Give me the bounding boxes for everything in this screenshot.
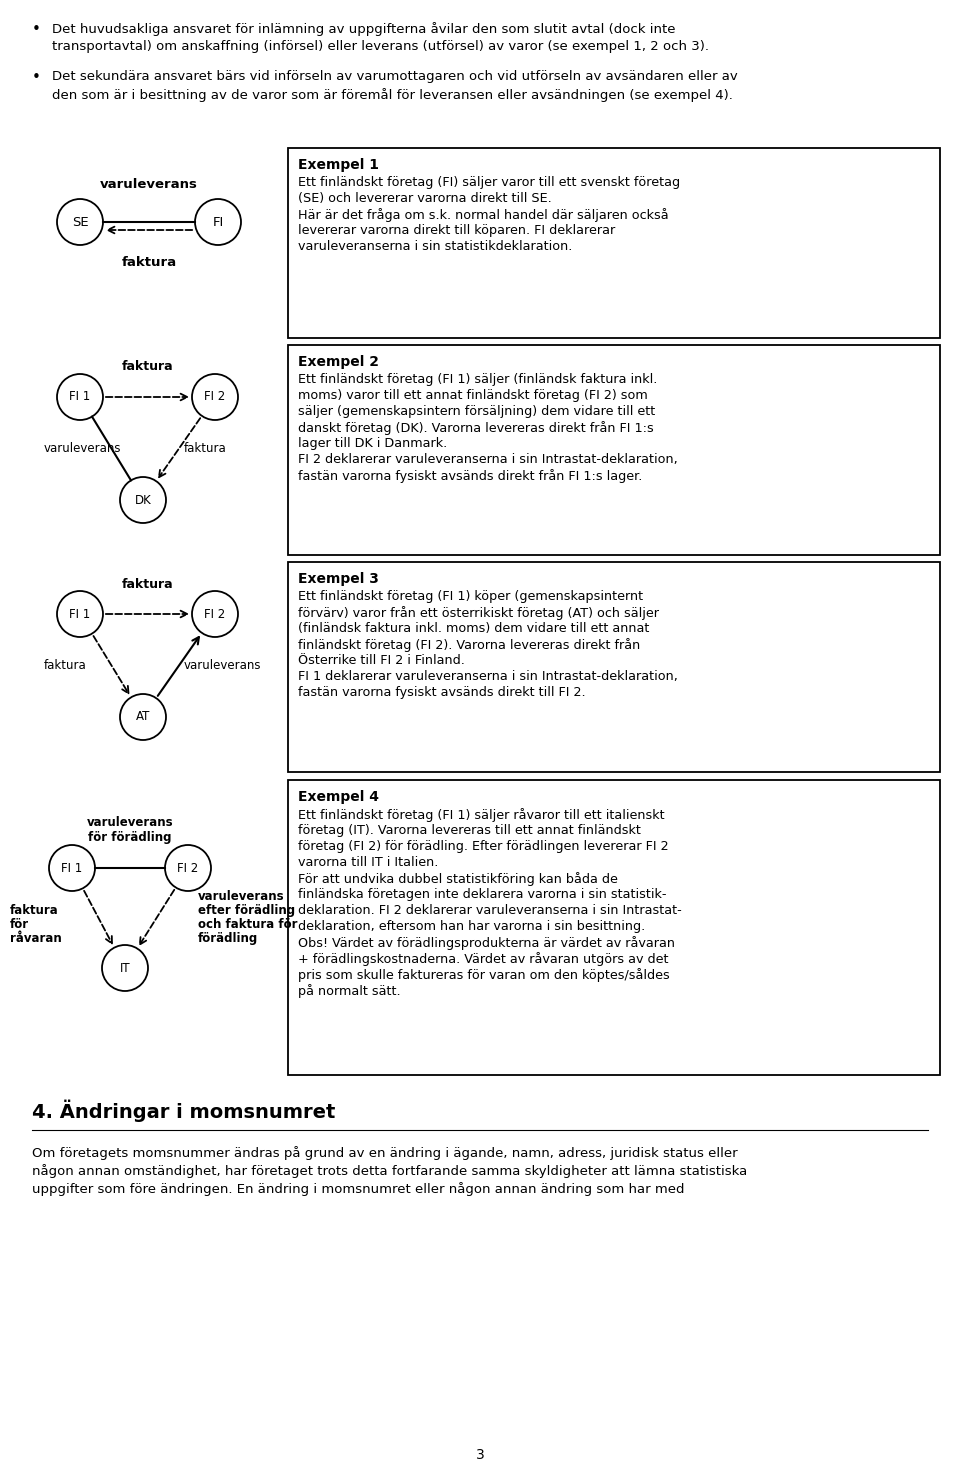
Text: moms) varor till ett annat finländskt företag (FI 2) som: moms) varor till ett annat finländskt fö… xyxy=(298,388,648,402)
Text: varorna till IT i Italien.: varorna till IT i Italien. xyxy=(298,857,439,868)
Text: råvaran: råvaran xyxy=(10,932,61,945)
Text: Exempel 1: Exempel 1 xyxy=(298,158,379,171)
Text: deklaration, eftersom han har varorna i sin besittning.: deklaration, eftersom han har varorna i … xyxy=(298,920,645,933)
Text: •: • xyxy=(32,69,41,86)
Bar xyxy=(288,780,940,1075)
Bar xyxy=(288,563,940,772)
Text: Exempel 4: Exempel 4 xyxy=(298,790,379,803)
Text: FI 1: FI 1 xyxy=(69,607,90,620)
Text: IT: IT xyxy=(120,962,131,975)
Text: (SE) och levererar varorna direkt till SE.: (SE) och levererar varorna direkt till S… xyxy=(298,192,552,205)
Text: (finländsk faktura inkl. moms) dem vidare till ett annat: (finländsk faktura inkl. moms) dem vidar… xyxy=(298,622,649,635)
Text: finländskt företag (FI 2). Varorna levereras direkt från: finländskt företag (FI 2). Varorna lever… xyxy=(298,638,640,651)
Text: Ett finländskt företag (FI 1) säljer (finländsk faktura inkl.: Ett finländskt företag (FI 1) säljer (fi… xyxy=(298,374,658,385)
Text: Ett finländskt företag (FI 1) säljer råvaror till ett italienskt: Ett finländskt företag (FI 1) säljer råv… xyxy=(298,808,664,823)
Text: levererar varorna direkt till köparen. FI deklarerar: levererar varorna direkt till köparen. F… xyxy=(298,225,615,236)
Text: Obs! Värdet av förädlingsprodukterna är värdet av råvaran: Obs! Värdet av förädlingsprodukterna är … xyxy=(298,936,675,950)
Text: FI 2: FI 2 xyxy=(178,861,199,874)
Text: FI 2: FI 2 xyxy=(204,607,226,620)
Text: Här är det fråga om s.k. normal handel där säljaren också: Här är det fråga om s.k. normal handel d… xyxy=(298,208,668,222)
Text: FI 1: FI 1 xyxy=(61,861,83,874)
Text: förädling: förädling xyxy=(198,932,258,945)
Text: finländska företagen inte deklarera varorna i sin statistik-: finländska företagen inte deklarera varo… xyxy=(298,888,666,901)
Text: för förädling: för förädling xyxy=(88,830,172,843)
Text: faktura: faktura xyxy=(121,256,177,269)
Text: Det sekundära ansvaret bärs vid införseln av varumottagaren och vid utförseln av: Det sekundära ansvaret bärs vid införsel… xyxy=(52,69,737,83)
Text: förvärv) varor från ett österrikiskt företag (AT) och säljer: förvärv) varor från ett österrikiskt för… xyxy=(298,606,659,620)
Text: Ett finländskt företag (FI) säljer varor till ett svenskt företag: Ett finländskt företag (FI) säljer varor… xyxy=(298,176,680,189)
Bar xyxy=(288,148,940,338)
Text: danskt företag (DK). Varorna levereras direkt från FI 1:s: danskt företag (DK). Varorna levereras d… xyxy=(298,421,654,434)
Text: faktura: faktura xyxy=(43,659,86,672)
Text: faktura: faktura xyxy=(122,360,174,374)
Text: någon annan omständighet, har företaget trots detta fortfarande samma skyldighet: någon annan omständighet, har företaget … xyxy=(32,1164,747,1179)
Text: FI 1: FI 1 xyxy=(69,390,90,403)
Text: SE: SE xyxy=(72,216,88,229)
Text: företag (IT). Varorna levereras till ett annat finländskt: företag (IT). Varorna levereras till ett… xyxy=(298,824,641,837)
Text: varuleveranserna i sin statistikdeklaration.: varuleveranserna i sin statistikdeklarat… xyxy=(298,239,572,253)
Text: företag (FI 2) för förädling. Efter förädlingen levererar FI 2: företag (FI 2) för förädling. Efter förä… xyxy=(298,840,668,854)
Text: varuleverans: varuleverans xyxy=(198,891,284,902)
Text: fastän varorna fysiskt avsänds direkt från FI 1:s lager.: fastän varorna fysiskt avsänds direkt fr… xyxy=(298,470,642,483)
Text: transportavtal) om anskaffning (införsel) eller leverans (utförsel) av varor (se: transportavtal) om anskaffning (införsel… xyxy=(52,40,709,53)
Text: och faktura för: och faktura för xyxy=(198,919,298,931)
Text: fastän varorna fysiskt avsänds direkt till FI 2.: fastän varorna fysiskt avsänds direkt ti… xyxy=(298,685,586,699)
Text: DK: DK xyxy=(134,493,152,507)
Text: Exempel 3: Exempel 3 xyxy=(298,572,379,586)
Text: För att undvika dubbel statistikföring kan båda de: För att undvika dubbel statistikföring k… xyxy=(298,871,618,886)
Text: FI 2 deklarerar varuleveranserna i sin Intrastat-deklaration,: FI 2 deklarerar varuleveranserna i sin I… xyxy=(298,453,678,467)
Text: FI 1 deklarerar varuleveranserna i sin Intrastat-deklaration,: FI 1 deklarerar varuleveranserna i sin I… xyxy=(298,671,678,682)
Text: varuleverans: varuleverans xyxy=(86,815,174,829)
Text: uppgifter som före ändringen. En ändring i momsnumret eller någon annan ändring : uppgifter som före ändringen. En ändring… xyxy=(32,1182,684,1196)
Text: Exempel 2: Exempel 2 xyxy=(298,354,379,369)
Text: efter förädling: efter förädling xyxy=(198,904,295,917)
Text: AT: AT xyxy=(135,710,150,724)
Bar xyxy=(288,346,940,555)
Text: deklaration. FI 2 deklarerar varuleveranserna i sin Intrastat-: deklaration. FI 2 deklarerar varuleveran… xyxy=(298,904,682,917)
Text: varuleverans: varuleverans xyxy=(100,179,198,192)
Text: pris som skulle faktureras för varan om den köptes/såldes: pris som skulle faktureras för varan om … xyxy=(298,967,670,982)
Text: •: • xyxy=(32,22,41,37)
Text: säljer (gemenskapsintern försäljning) dem vidare till ett: säljer (gemenskapsintern försäljning) de… xyxy=(298,405,656,418)
Text: + förädlingskostnaderna. Värdet av råvaran utgörs av det: + förädlingskostnaderna. Värdet av råvar… xyxy=(298,953,668,966)
Text: FI: FI xyxy=(212,216,224,229)
Text: 4. Ändringar i momsnumret: 4. Ändringar i momsnumret xyxy=(32,1100,335,1123)
Text: varuleverans: varuleverans xyxy=(184,659,261,672)
Text: Österrike till FI 2 i Finland.: Österrike till FI 2 i Finland. xyxy=(298,654,465,668)
Text: faktura: faktura xyxy=(122,578,174,591)
Text: lager till DK i Danmark.: lager till DK i Danmark. xyxy=(298,437,447,450)
Text: faktura: faktura xyxy=(184,442,227,455)
Text: FI 2: FI 2 xyxy=(204,390,226,403)
Text: varuleverans: varuleverans xyxy=(43,442,121,455)
Text: Om företagets momsnummer ändras på grund av en ändring i ägande, namn, adress, j: Om företagets momsnummer ändras på grund… xyxy=(32,1146,737,1159)
Text: faktura: faktura xyxy=(10,904,59,917)
Text: 3: 3 xyxy=(475,1447,485,1462)
Text: Ett finländskt företag (FI 1) köper (gemenskapsinternt: Ett finländskt företag (FI 1) köper (gem… xyxy=(298,589,643,603)
Text: Det huvudsakliga ansvaret för inlämning av uppgifterna åvilar den som slutit avt: Det huvudsakliga ansvaret för inlämning … xyxy=(52,22,676,35)
Text: på normalt sätt.: på normalt sätt. xyxy=(298,984,400,998)
Text: för: för xyxy=(10,919,29,931)
Text: den som är i besittning av de varor som är föremål för leveransen eller avsändni: den som är i besittning av de varor som … xyxy=(52,89,732,102)
